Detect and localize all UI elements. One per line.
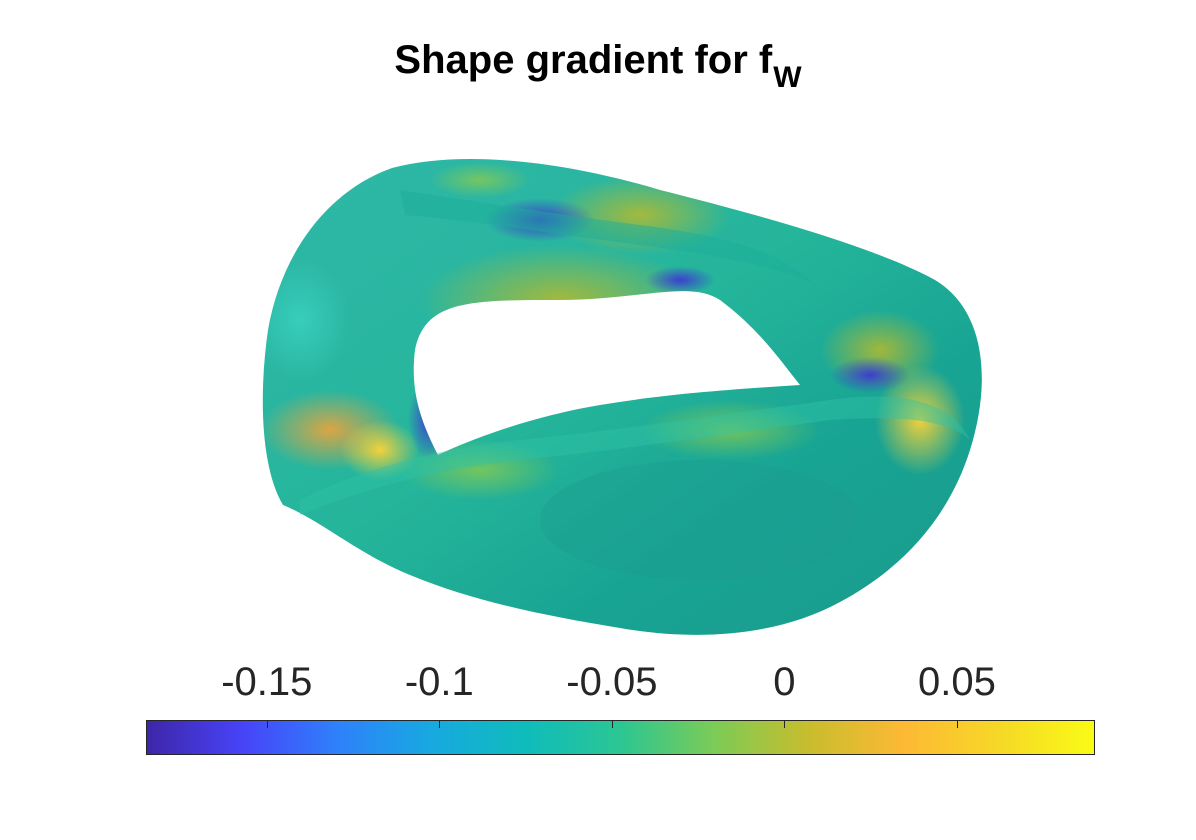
colorbar-tick-label: -0.1 — [404, 660, 474, 704]
title-subscript: W — [773, 61, 802, 94]
colorbar-tick — [956, 721, 958, 728]
colorbar-tick-label: -0.05 — [566, 660, 658, 704]
colorbar-tick-label: 0.05 — [918, 660, 996, 704]
colorbar-tick-label: 0 — [773, 660, 796, 704]
colorbar — [146, 720, 1095, 755]
colorbar-tick — [784, 721, 786, 728]
figure-title: Shape gradient for fW — [0, 38, 1196, 94]
colorbar-tick — [611, 721, 613, 728]
title-text: Shape gradient for f — [394, 38, 773, 82]
colorbar-tick — [439, 721, 441, 728]
colorbar-tick-label: -0.15 — [221, 660, 313, 704]
colorbar-tick — [266, 721, 268, 728]
